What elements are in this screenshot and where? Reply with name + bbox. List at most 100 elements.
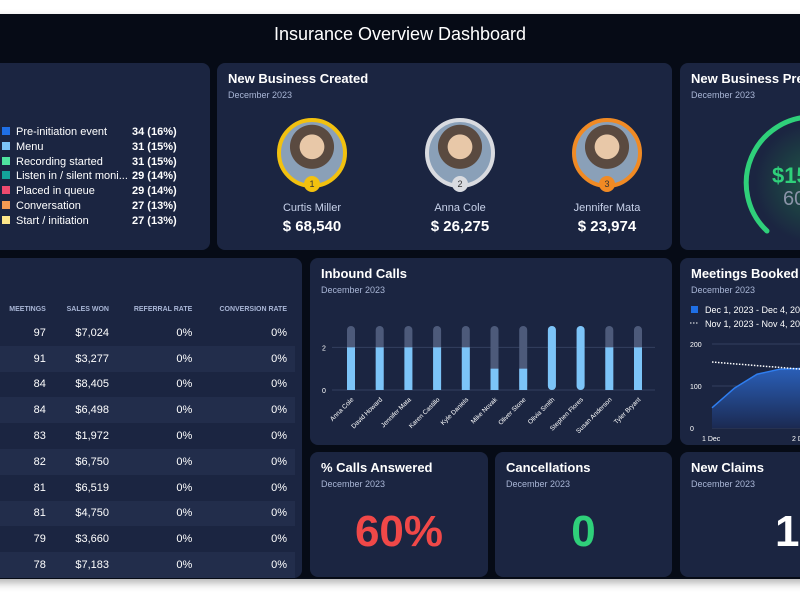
table-row[interactable]: 84 $8,405 0% 0% <box>0 372 295 398</box>
legend-value: 31 (15%) <box>132 140 177 153</box>
table-row[interactable]: 83 $1,972 0% 0% <box>0 423 295 449</box>
card-title: % Calls Answered <box>321 460 433 475</box>
legend-swatch <box>2 171 10 180</box>
table-cell: 82 <box>0 448 54 475</box>
podium-entry[interactable]: 1 Curtis Miller $ 68,540 <box>252 118 372 235</box>
table-cell: 91 <box>0 345 54 372</box>
table-row[interactable]: 97 $7,024 0% 0% <box>0 320 295 346</box>
card-subtitle: December 2023 <box>228 90 293 100</box>
agents-table-card: MEETINGS SALES WON REFERRAL RATE CONVERSION… <box>0 258 302 578</box>
area-line <box>711 367 800 409</box>
table-cell: 0% <box>200 448 295 475</box>
legend-item: Start / initiation 27 (13%) <box>2 215 177 227</box>
claims-value: 1 <box>775 507 800 556</box>
table-row[interactable]: 84 $6,498 0% 0% <box>0 397 295 424</box>
y-tick-label: 100 <box>690 384 702 391</box>
column-header[interactable]: CONVERSION RATE <box>219 305 287 313</box>
card-title: Cancellations <box>506 460 591 475</box>
agents-table: MEETINGS SALES WON REFERRAL RATE CONVERSION… <box>0 298 295 578</box>
card-title: New Business Prem <box>691 71 800 86</box>
agent-value: $ 23,974 <box>577 218 637 235</box>
table-cell: 78 <box>0 552 54 578</box>
podium-entry[interactable]: 2 Anna Cole $ 26,275 <box>400 118 520 235</box>
bar <box>519 368 528 390</box>
y-tick-label: 0 <box>690 426 694 433</box>
table-cell: 0% <box>200 345 295 372</box>
table-cell: 0% <box>116 500 201 527</box>
bar <box>347 347 355 390</box>
card-subtitle: December 2023 <box>321 285 386 295</box>
x-tick-label: Anna Cole <box>329 396 356 423</box>
legend-swatch <box>2 127 10 135</box>
table-cell: 0% <box>271 533 287 546</box>
table-cell: 84 <box>33 378 46 391</box>
table-row[interactable]: 78 $7,183 0% 0% <box>0 552 295 578</box>
table-cell: $6,498 <box>53 397 117 424</box>
x-tick-label: Mike Novak <box>470 396 499 425</box>
avatar: 3 <box>572 118 642 192</box>
avatar: 1 <box>277 118 347 192</box>
table-row[interactable]: 82 $6,750 0% 0% <box>0 448 295 475</box>
table-cell: 0% <box>176 326 193 339</box>
agent-value: $ 26,275 <box>430 218 490 235</box>
podium-entry[interactable]: 3 Jennifer Mata $ 23,974 <box>547 118 667 235</box>
table-cell: 0% <box>176 533 193 546</box>
column-header[interactable]: REFERRAL RATE <box>133 305 193 313</box>
table-row[interactable]: 91 $3,277 0% 0% <box>0 345 295 372</box>
agent-name: Jennifer Mata <box>573 202 641 214</box>
table-cell: $6,750 <box>53 448 117 475</box>
legend-item: Placed in queue 29 (14%) <box>2 185 177 197</box>
card-subtitle: December 2023 <box>691 479 756 489</box>
table-cell: 84 <box>0 397 54 424</box>
table-cell: 97 <box>33 326 46 339</box>
agent-name: Anna Cole <box>434 202 486 214</box>
legend-label: Menu <box>16 140 44 153</box>
agent-name: Curtis Miller <box>282 202 342 214</box>
bar <box>490 368 499 390</box>
y-tick-label: 200 <box>690 342 702 349</box>
column-header[interactable]: SALES WON <box>66 305 109 313</box>
bar <box>404 347 413 390</box>
legend-swatch <box>2 141 10 150</box>
bar <box>576 326 585 390</box>
calls-answered-value: 60% <box>354 507 444 556</box>
table-cell: $4,750 <box>53 500 117 527</box>
x-tick-label: 2 Dec <box>792 436 800 443</box>
table-cell: 0% <box>271 326 287 339</box>
legend-value: 27 (13%) <box>132 200 177 212</box>
rank-badge: 1 <box>304 176 320 192</box>
column-header[interactable]: MEETINGS <box>9 305 46 313</box>
legend-value: 31 (15%) <box>132 155 177 168</box>
premium-subvalue: 60 <box>783 188 800 210</box>
rank-badge: 2 <box>452 176 468 192</box>
x-tick-label: Karen Castillo <box>408 396 442 430</box>
table-cell: $1,972 <box>75 430 109 443</box>
legend-item: Recording started 31 (15%) <box>2 156 177 168</box>
table-row[interactable]: 79 $3,660 0% 0% <box>0 526 295 552</box>
legend-value: 34 (16%) <box>132 126 177 138</box>
table-cell: $3,277 <box>53 345 117 372</box>
legend-label: Conversation <box>16 200 81 212</box>
x-tick-label: David Howard <box>350 396 384 430</box>
page-title: Insurance Overview Dashboard <box>273 24 527 44</box>
card-subtitle: December 2023 <box>506 479 571 489</box>
legend-label: Nov 1, 2023 - Nov 4, 20 <box>705 319 800 329</box>
inbound-calls-card: Inbound Calls December 2023 0 2 Anna Cole D… <box>310 258 672 445</box>
table-row[interactable]: 81 $4,750 0% 0% <box>0 500 295 527</box>
new-business-card: New Business Created December 2023 2 Anna… <box>217 63 672 250</box>
table-cell: 79 <box>33 533 46 546</box>
claims-card: New Claims December 2023 1 <box>680 452 800 577</box>
card-title: New Business Created <box>228 71 369 86</box>
bar <box>461 347 470 390</box>
comparison-line <box>711 361 800 370</box>
table-cell: $7,183 <box>53 552 117 578</box>
bar <box>605 347 614 390</box>
legend-item: Menu 31 (15%) <box>2 140 177 153</box>
legend-label: Dec 1, 2023 - Dec 4, 20 <box>705 305 800 315</box>
table-cell: 0% <box>271 430 287 443</box>
table-cell: 0% <box>176 481 193 494</box>
table-cell: 0% <box>116 345 201 372</box>
table-cell: $6,519 <box>75 481 109 494</box>
table-row[interactable]: 81 $6,519 0% 0% <box>0 475 295 501</box>
